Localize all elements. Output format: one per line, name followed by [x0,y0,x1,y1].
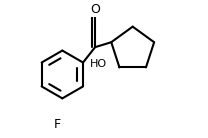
Text: F: F [53,118,61,131]
Text: O: O [90,3,100,16]
Text: HO: HO [90,59,107,69]
